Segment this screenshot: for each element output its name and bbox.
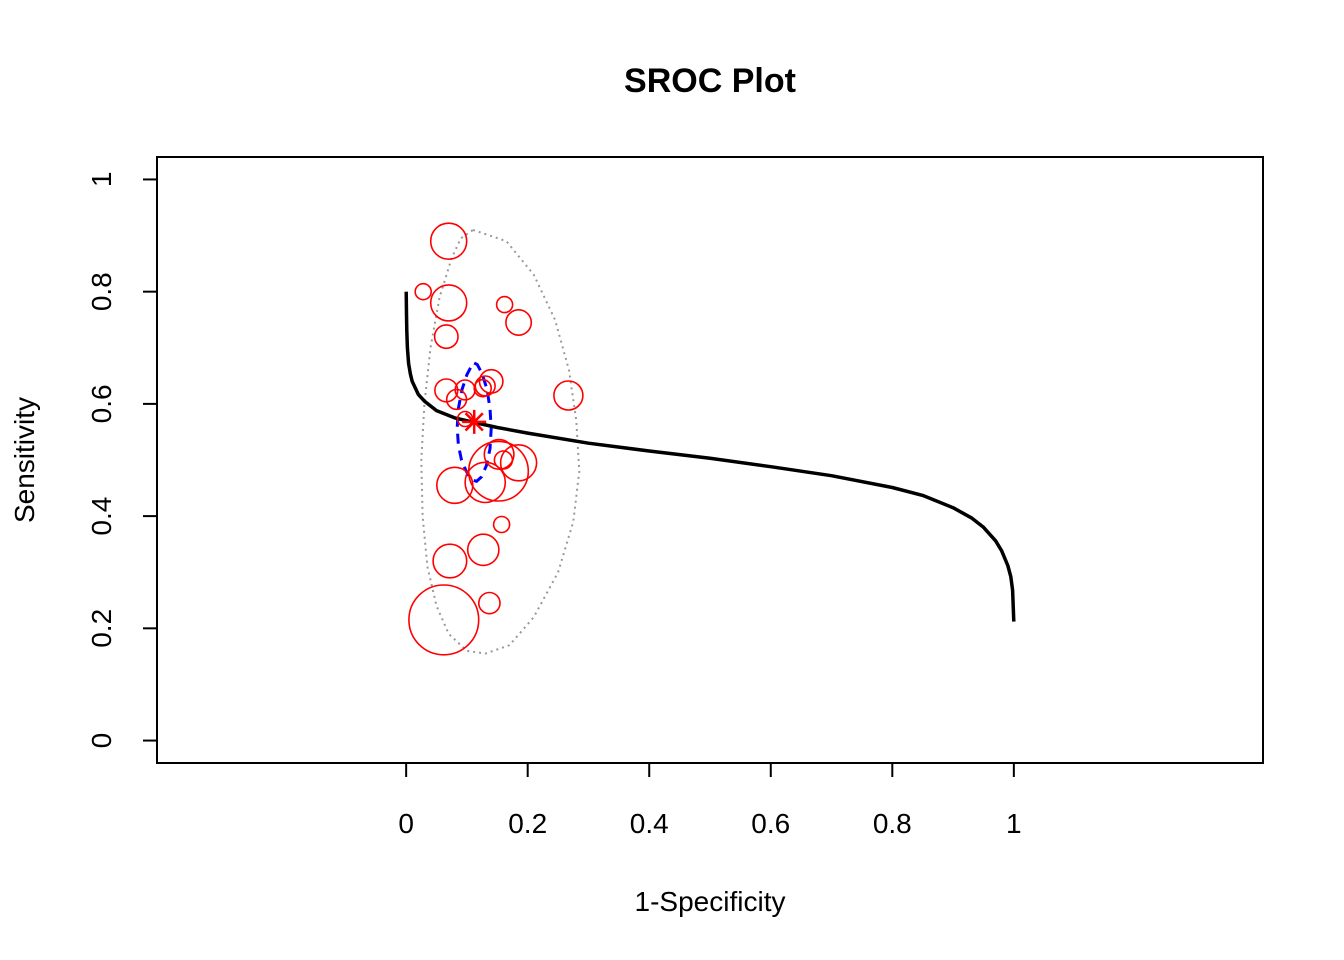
study-point-12 — [553, 380, 584, 411]
y-tick-label-2: 0.2 — [86, 609, 117, 648]
x-tick-label-3: 0.4 — [630, 808, 669, 839]
summary-point-stroke-4 — [464, 412, 484, 432]
y-tick-label-3: 0.4 — [86, 497, 117, 536]
study-point-23 — [432, 543, 468, 579]
x-axis-label: 1-Specificity — [635, 886, 786, 917]
study-point-19 — [464, 461, 507, 504]
study-point-1 — [429, 222, 468, 260]
study-point-22 — [466, 533, 500, 567]
study-point-17 — [499, 443, 538, 482]
curve-layer — [404, 291, 1016, 622]
studies-layer — [408, 222, 584, 656]
study-point-6 — [433, 324, 459, 350]
study-point-3 — [429, 284, 468, 322]
x-tick-label-5: 0.8 — [873, 808, 912, 839]
study-point-15 — [483, 438, 515, 471]
study-point-5 — [505, 308, 533, 336]
chart-title: SROC Plot — [624, 62, 796, 100]
study-point-25 — [408, 584, 480, 656]
x-tick-label-4: 0.6 — [751, 808, 790, 839]
summary-point — [462, 409, 487, 434]
study-point-24 — [477, 591, 501, 615]
x-tick-label-1: 0 — [398, 808, 414, 839]
sroc-curve — [404, 291, 1016, 622]
y-tick-label-4: 0.6 — [86, 384, 117, 423]
x-tick-label-6: 1 — [1006, 808, 1022, 839]
y-tick-label-5: 0.8 — [86, 272, 117, 311]
summary-layer — [462, 409, 487, 434]
study-point-16 — [493, 450, 514, 470]
y-tick-label-6: 1 — [86, 172, 117, 188]
study-point-4 — [495, 295, 514, 314]
y-tick-label-1: 0 — [86, 733, 117, 749]
study-point-13 — [445, 388, 468, 411]
y-axis-label: Sensitivity — [9, 397, 40, 523]
x-tick-label-2: 0.2 — [508, 808, 547, 839]
study-point-20 — [435, 466, 474, 505]
study-point-21 — [492, 515, 511, 534]
study-point-2 — [414, 282, 433, 301]
plot-frame — [156, 156, 1264, 764]
